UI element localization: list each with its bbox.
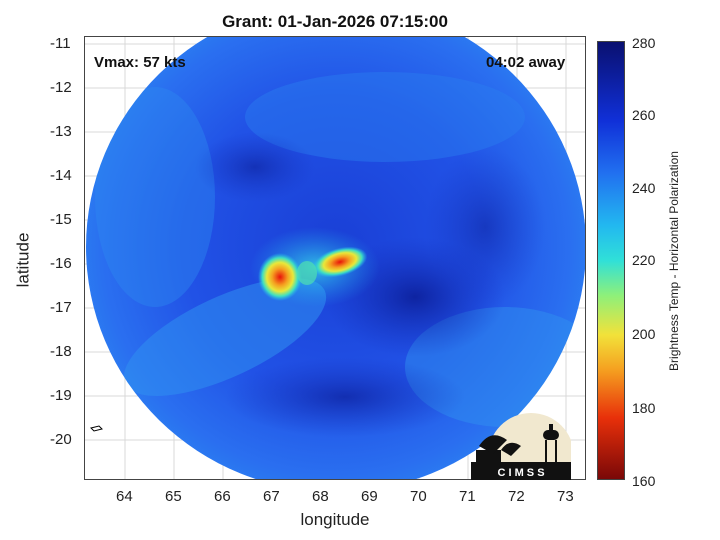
colorbar-tick: 220	[632, 252, 656, 268]
y-tick: -13	[50, 123, 72, 140]
y-tick: -19	[50, 387, 72, 404]
x-tick: 66	[214, 488, 231, 505]
x-tick: 64	[116, 488, 133, 505]
colorbar	[597, 41, 625, 480]
x-axis-label: longitude	[300, 510, 370, 529]
time-away-label: 04:02 away	[486, 54, 566, 71]
cimss-logo: C I M S S	[471, 413, 571, 480]
colorbar-tick: 200	[632, 326, 656, 342]
y-tick: -16	[50, 255, 72, 272]
y-tick: -14	[50, 167, 72, 184]
colorbar-label: Brightness Temp - Horizontal Polarizatio…	[667, 151, 681, 371]
y-tick: -11	[50, 35, 71, 52]
microwave-image	[85, 37, 585, 479]
colorbar-tick: 180	[632, 400, 656, 416]
plot-title: Grant: 01-Jan-2026 07:15:00	[222, 12, 448, 31]
map-plot-area	[84, 36, 586, 480]
x-tick: 67	[263, 488, 280, 505]
y-tick: -17	[50, 299, 72, 316]
x-tick: 68	[312, 488, 329, 505]
x-tick: 70	[410, 488, 427, 505]
x-tick: 73	[557, 488, 574, 505]
colorbar-tick: 260	[632, 107, 656, 123]
y-tick: -12	[50, 79, 72, 96]
y-axis-label: latitude	[13, 232, 33, 288]
y-tick: -18	[50, 343, 72, 360]
y-tick: -20	[50, 431, 72, 448]
colorbar-tick: 240	[632, 180, 656, 196]
x-tick: 71	[459, 488, 476, 505]
x-tick: 65	[165, 488, 182, 505]
logo-text: C I M S S	[497, 467, 544, 479]
y-tick: -15	[50, 211, 72, 228]
x-tick: 72	[508, 488, 525, 505]
vmax-label: Vmax: 57 kts	[94, 54, 186, 71]
colorbar-tick: 160	[632, 473, 656, 489]
x-tick: 69	[361, 488, 378, 505]
colorbar-tick: 280	[632, 35, 656, 51]
island-outline	[90, 425, 103, 432]
